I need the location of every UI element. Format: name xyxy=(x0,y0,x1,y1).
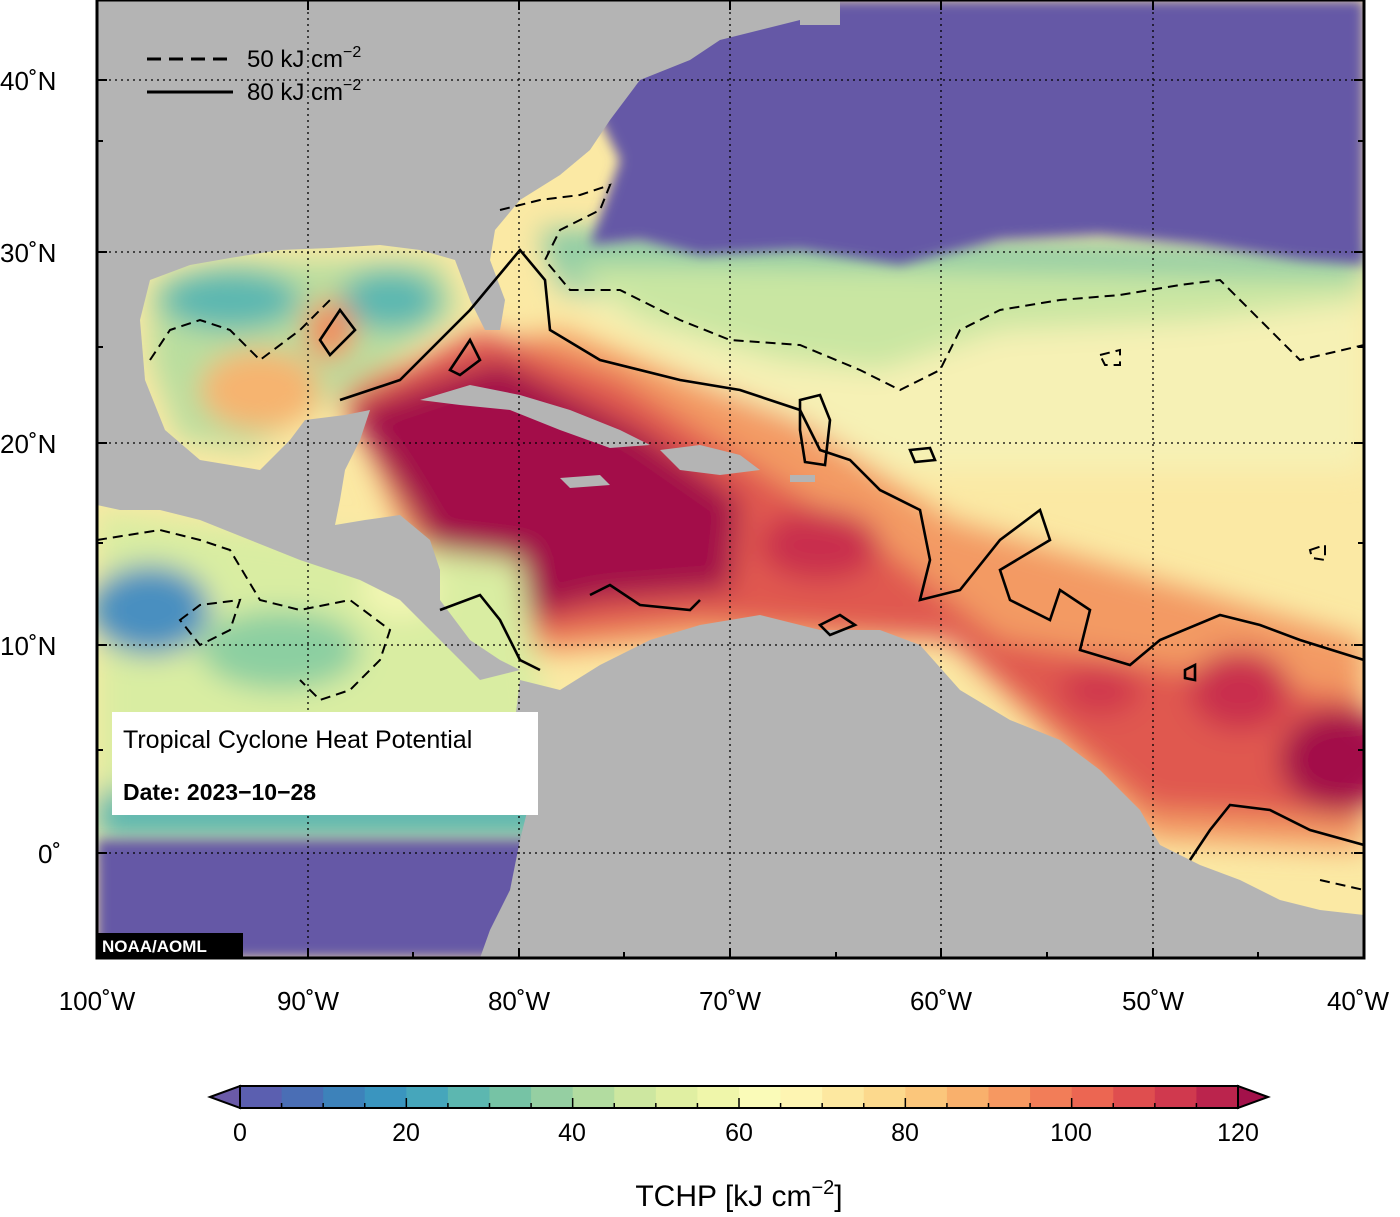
colorbar-tick-label: 120 xyxy=(1217,1119,1259,1147)
colorbar-bin xyxy=(1196,1086,1239,1108)
colorbar-bin xyxy=(1154,1086,1197,1108)
land-masses xyxy=(97,0,1364,958)
longitude-labels: 100˚W 90˚W 80˚W 70˚W 60˚W 50˚W 40˚W xyxy=(59,986,1390,1016)
colorbar-tick-label: 20 xyxy=(392,1119,420,1147)
lat-label: 20˚N xyxy=(0,429,56,459)
lon-label: 40˚W xyxy=(1327,986,1390,1016)
credit-badge: NOAA/AOML xyxy=(97,933,243,958)
colorbar-bin xyxy=(281,1086,324,1108)
colorbar-labels: 0 20 40 60 80 100 120 xyxy=(233,1119,1259,1147)
contour-50 xyxy=(97,183,1364,891)
colorbar-bin xyxy=(1030,1086,1073,1108)
colorbar: 0 20 40 60 80 100 120 TCHP [kJ cm−2] xyxy=(207,1084,1271,1213)
colorbar-tick-label: 40 xyxy=(558,1119,586,1147)
colorbar-bin xyxy=(447,1086,490,1108)
colorbar-max-arrow xyxy=(1237,1084,1271,1110)
colorbar-bin xyxy=(946,1086,989,1108)
colorbar-ticks xyxy=(280,1098,1198,1108)
legend-dashed-label: 50 kJ cm−2 xyxy=(247,44,361,73)
axis-ticks xyxy=(97,0,1364,958)
colorbar-bin xyxy=(614,1086,657,1108)
lon-label: 80˚W xyxy=(488,986,551,1016)
colorbar-bins xyxy=(240,1086,1239,1108)
colorbar-tick-label: 0 xyxy=(233,1119,247,1147)
lon-label: 90˚W xyxy=(277,986,340,1016)
lat-label: 10˚N xyxy=(0,631,56,661)
info-box: Tropical Cyclone Heat Potential Date: 20… xyxy=(112,712,538,815)
lon-label: 60˚W xyxy=(910,986,973,1016)
latitude-labels: 40˚N 30˚N 20˚N 10˚N 0˚ xyxy=(0,66,61,869)
contour-legend: 50 kJ cm−2 80 kJ cm−2 xyxy=(147,44,361,106)
colorbar-bin xyxy=(697,1086,740,1108)
colorbar-bin xyxy=(655,1086,698,1108)
colorbar-bin xyxy=(739,1086,782,1108)
lon-label: 50˚W xyxy=(1122,986,1185,1016)
contour-80 xyxy=(318,247,1364,861)
colorbar-bin xyxy=(988,1086,1031,1108)
info-date: Date: 2023−10−28 xyxy=(123,779,316,805)
lat-label: 30˚N xyxy=(0,238,56,268)
colorbar-tick-label: 100 xyxy=(1050,1119,1092,1147)
info-title: Tropical Cyclone Heat Potential xyxy=(123,726,472,754)
colorbar-bin xyxy=(323,1086,366,1108)
colorbar-title: TCHP [kJ cm−2] xyxy=(635,1177,842,1213)
colorbar-bin xyxy=(780,1086,823,1108)
map-panel: 50 kJ cm−2 80 kJ cm−2 Tropical Cyclone H… xyxy=(97,0,1364,958)
colorbar-tick-label: 60 xyxy=(725,1119,753,1147)
lon-label: 70˚W xyxy=(699,986,762,1016)
colorbar-bin xyxy=(905,1086,948,1108)
lat-label: 0˚ xyxy=(38,839,61,869)
colorbar-bin xyxy=(406,1086,449,1108)
colorbar-bin xyxy=(531,1086,574,1108)
cold-water-north xyxy=(540,0,1364,265)
lat-label: 40˚N xyxy=(0,66,56,96)
colorbar-bin xyxy=(240,1086,283,1108)
colorbar-bin xyxy=(822,1086,865,1108)
colorbar-bin xyxy=(572,1086,615,1108)
colorbar-bin xyxy=(489,1086,532,1108)
colorbar-bin xyxy=(1113,1086,1156,1108)
cold-water-south xyxy=(97,840,540,958)
colorbar-bin xyxy=(863,1086,906,1108)
lon-label: 100˚W xyxy=(59,986,136,1016)
credit-text: NOAA/AOML xyxy=(102,937,207,956)
colorbar-bin xyxy=(1071,1086,1114,1108)
colorbar-tick-label: 80 xyxy=(891,1119,919,1147)
legend-solid-label: 80 kJ cm−2 xyxy=(247,77,361,106)
colorbar-bin xyxy=(364,1086,407,1108)
colorbar-min-arrow xyxy=(207,1084,241,1110)
